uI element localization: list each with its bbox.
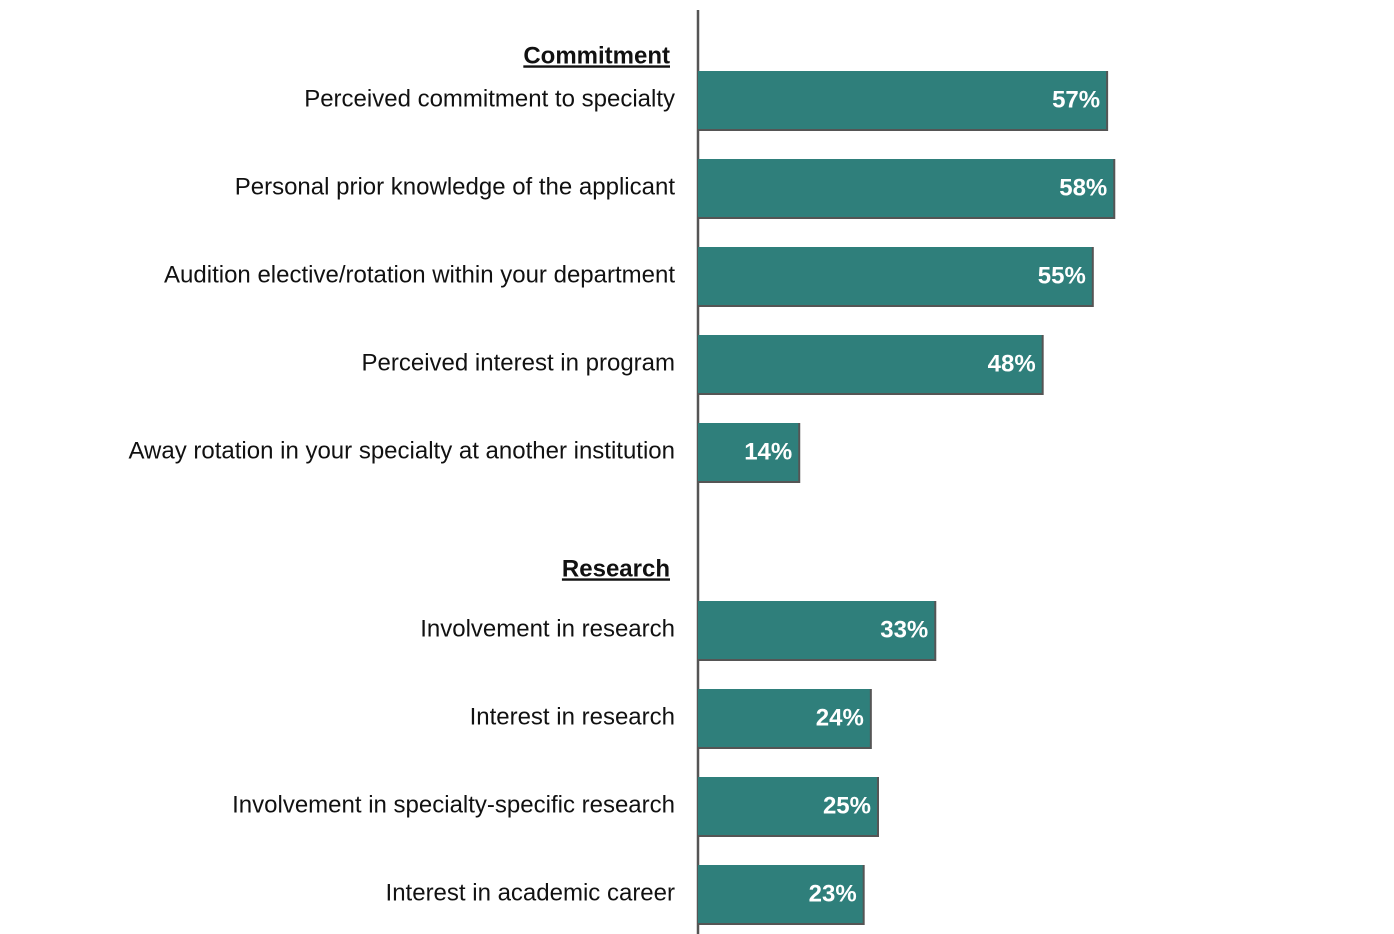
category-label: Involvement in specialty-specific resear… (232, 791, 675, 818)
bar (698, 247, 1092, 305)
group-header: Research (562, 555, 670, 582)
value-label: 33% (880, 616, 928, 643)
bar (698, 601, 935, 659)
bar (698, 335, 1042, 393)
bar (698, 71, 1107, 129)
category-label: Interest in academic career (386, 879, 675, 906)
value-label: 23% (809, 880, 857, 907)
value-label: 14% (744, 438, 792, 465)
group-header: Commitment (523, 42, 670, 69)
category-label: Audition elective/rotation within your d… (164, 261, 675, 288)
value-label: 57% (1052, 86, 1100, 113)
category-label: Personal prior knowledge of the applican… (235, 173, 676, 200)
category-label: Perceived interest in program (362, 349, 675, 376)
category-label: Away rotation in your specialty at anoth… (128, 437, 675, 464)
category-label: Perceived commitment to specialty (304, 85, 675, 112)
bar (698, 689, 870, 747)
bar (698, 159, 1114, 217)
bar (698, 423, 799, 481)
value-label: 55% (1038, 262, 1086, 289)
bar (698, 777, 877, 835)
value-label: 24% (816, 704, 864, 731)
category-label: Interest in research (470, 703, 675, 730)
category-label: Involvement in research (420, 615, 675, 642)
value-label: 48% (988, 350, 1036, 377)
bar (698, 865, 863, 923)
value-label: 58% (1059, 174, 1107, 201)
value-label: 25% (823, 792, 871, 819)
